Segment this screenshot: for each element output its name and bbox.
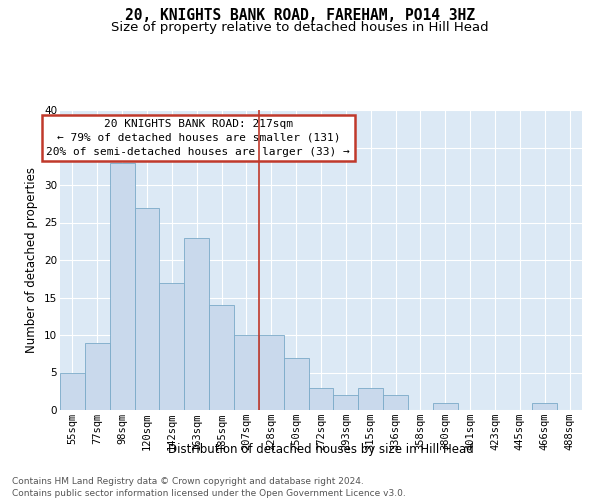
- Bar: [184, 238, 209, 410]
- Bar: [334, 395, 358, 410]
- Text: Size of property relative to detached houses in Hill Head: Size of property relative to detached ho…: [111, 21, 489, 34]
- Bar: [358, 388, 383, 410]
- Bar: [160, 282, 184, 410]
- Bar: [85, 342, 110, 410]
- Bar: [532, 402, 557, 410]
- Y-axis label: Number of detached properties: Number of detached properties: [25, 167, 38, 353]
- Bar: [383, 395, 408, 410]
- Bar: [259, 335, 284, 410]
- Bar: [284, 358, 308, 410]
- Bar: [433, 402, 458, 410]
- Bar: [134, 208, 160, 410]
- Bar: [60, 372, 85, 410]
- Bar: [110, 162, 134, 410]
- Text: 20 KNIGHTS BANK ROAD: 217sqm
← 79% of detached houses are smaller (131)
20% of s: 20 KNIGHTS BANK ROAD: 217sqm ← 79% of de…: [46, 119, 350, 157]
- Bar: [308, 388, 334, 410]
- Text: 20, KNIGHTS BANK ROAD, FAREHAM, PO14 3HZ: 20, KNIGHTS BANK ROAD, FAREHAM, PO14 3HZ: [125, 8, 475, 22]
- Text: Contains HM Land Registry data © Crown copyright and database right 2024.
Contai: Contains HM Land Registry data © Crown c…: [12, 476, 406, 498]
- Bar: [234, 335, 259, 410]
- Text: Distribution of detached houses by size in Hill Head: Distribution of detached houses by size …: [168, 442, 474, 456]
- Bar: [209, 305, 234, 410]
